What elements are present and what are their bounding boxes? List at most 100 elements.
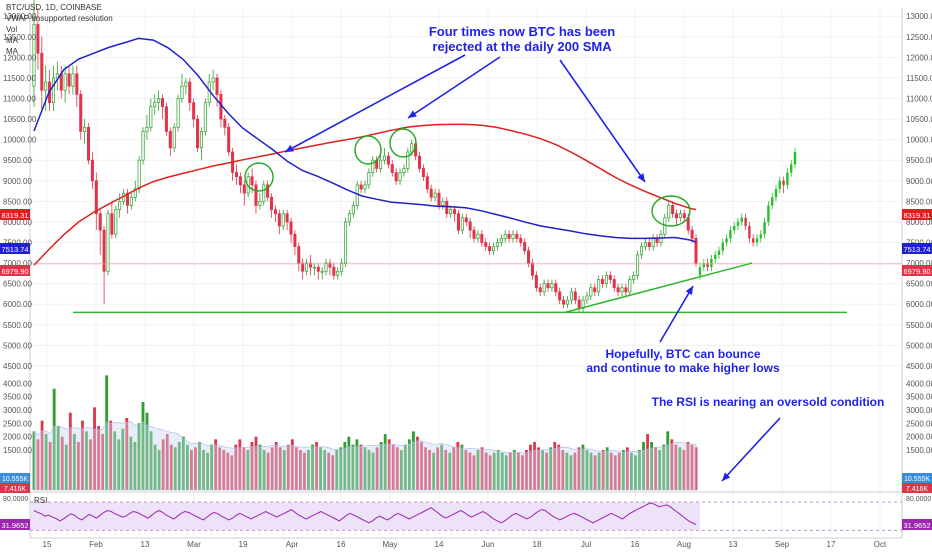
volume-bar bbox=[165, 434, 169, 490]
candle-body bbox=[133, 188, 137, 198]
volume-tick-right: 3000.00 bbox=[906, 406, 932, 415]
candle-body bbox=[273, 209, 277, 215]
candle-body bbox=[137, 159, 141, 190]
y-tick-right: 6000.00 bbox=[906, 300, 932, 309]
volume-bar bbox=[488, 455, 492, 490]
candle-body bbox=[266, 184, 270, 198]
indicator-ma1: MA bbox=[6, 36, 19, 45]
candle-body bbox=[597, 279, 601, 293]
y-tick-left: 7000.00 bbox=[3, 259, 32, 268]
indicator-vol: Vol bbox=[6, 25, 17, 34]
y-tick-right: 8500.00 bbox=[906, 197, 932, 206]
candle-body bbox=[417, 155, 422, 169]
rejection-circle bbox=[651, 195, 691, 227]
volume-bar bbox=[290, 439, 294, 490]
candle-body bbox=[71, 73, 75, 87]
volume-bar bbox=[549, 447, 553, 490]
candle-body bbox=[495, 242, 499, 247]
candle-body bbox=[281, 213, 285, 227]
volume-bar bbox=[210, 444, 214, 490]
volume-tick-right: 2000.00 bbox=[906, 433, 932, 442]
arrow-to-trendline bbox=[659, 285, 694, 343]
candle-body bbox=[503, 233, 507, 239]
volume-bar bbox=[218, 447, 222, 490]
volume-bar bbox=[258, 444, 262, 490]
candle-body bbox=[320, 270, 324, 273]
candle-body bbox=[168, 131, 172, 149]
candle-body bbox=[188, 81, 192, 103]
rsi-layer bbox=[30, 501, 902, 531]
volume-bar bbox=[484, 452, 488, 490]
volume-tags: 10.555K 10.555K 7.416K 7.416K bbox=[0, 473, 932, 493]
candle-body bbox=[491, 246, 496, 252]
candle-body bbox=[316, 266, 320, 272]
y-tick-left: 6000.00 bbox=[3, 300, 32, 309]
volume-bar bbox=[557, 444, 561, 490]
candle-body bbox=[258, 200, 262, 206]
candle-body bbox=[336, 270, 340, 276]
projection-body bbox=[786, 172, 789, 185]
volume-bar bbox=[561, 450, 565, 490]
volume-bar bbox=[242, 447, 246, 490]
volume-bar bbox=[343, 442, 347, 490]
candle-body bbox=[36, 24, 40, 54]
volume-bar bbox=[93, 407, 96, 490]
volume-bar bbox=[525, 450, 528, 490]
volume-bar bbox=[68, 412, 72, 490]
volume-tag-a-left: 10.555K bbox=[2, 476, 28, 483]
volume-bar bbox=[250, 442, 254, 490]
rsi-value-left: 31.9652 bbox=[1, 521, 28, 530]
volume-bar bbox=[581, 444, 585, 490]
volume-bar bbox=[420, 442, 423, 490]
volume-bar bbox=[181, 436, 185, 490]
candle-body bbox=[114, 209, 118, 235]
candle-body bbox=[538, 287, 542, 293]
volume-bar bbox=[129, 436, 133, 490]
candle-body bbox=[390, 163, 394, 173]
volume-bar bbox=[371, 452, 375, 490]
projection-body bbox=[767, 205, 770, 222]
candle-body bbox=[488, 246, 492, 252]
arrow-to-sma-3-head bbox=[637, 173, 645, 182]
volume-bar bbox=[565, 452, 569, 490]
candle-body bbox=[694, 238, 698, 264]
candle-body bbox=[149, 106, 153, 128]
volume-tag-b-left: 7.416K bbox=[4, 486, 27, 493]
candle-body bbox=[562, 299, 566, 305]
candle-body bbox=[441, 200, 445, 206]
y-tick-right: 7000.00 bbox=[906, 259, 932, 268]
candle-body bbox=[254, 184, 258, 206]
candle-body bbox=[546, 283, 550, 289]
projection-body bbox=[729, 230, 732, 239]
volume-bar bbox=[480, 447, 484, 490]
candle-body bbox=[624, 287, 628, 293]
volume-bar bbox=[573, 452, 577, 490]
volume-bar bbox=[44, 434, 48, 490]
volume-bar bbox=[613, 455, 617, 490]
candle-body bbox=[464, 217, 468, 223]
y-tick-right: 9000.00 bbox=[906, 177, 932, 186]
volume-bar bbox=[621, 450, 625, 490]
candle-body bbox=[297, 246, 301, 264]
header-legend: BTC/USD, 1D, COINBASE VWAP unsupported r… bbox=[6, 3, 113, 56]
volume-bar bbox=[56, 426, 60, 490]
volume-bar bbox=[436, 447, 440, 490]
projection-body bbox=[744, 217, 747, 227]
candle-body bbox=[359, 184, 363, 190]
candle-body bbox=[344, 221, 348, 264]
volume-bar bbox=[40, 420, 44, 490]
candle-body bbox=[386, 155, 390, 165]
candle-body bbox=[293, 233, 297, 247]
arrow-to-sma-2-head bbox=[408, 110, 417, 118]
projection-body bbox=[771, 197, 774, 206]
candle-body bbox=[612, 279, 616, 289]
y-tick-right: 9500.00 bbox=[906, 156, 932, 165]
candle-body bbox=[453, 209, 457, 215]
volume-bar bbox=[286, 444, 290, 490]
volume-bar bbox=[121, 428, 125, 490]
y-tick-right: 11000.00 bbox=[906, 95, 932, 104]
y-tick-left: 8000.00 bbox=[3, 218, 32, 227]
candle-body bbox=[398, 172, 402, 182]
volume-bar bbox=[545, 452, 549, 490]
rsi-labels: RSI 80.0000 80.0000 31.9652 31.9652 bbox=[0, 496, 932, 530]
